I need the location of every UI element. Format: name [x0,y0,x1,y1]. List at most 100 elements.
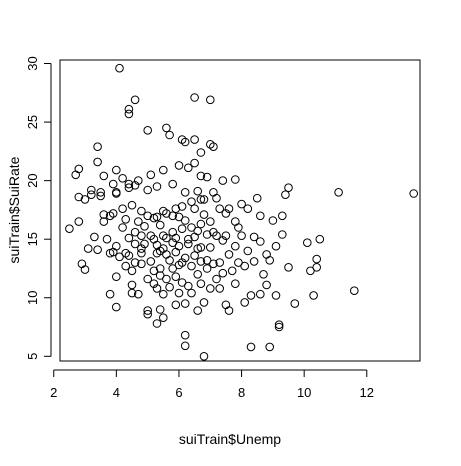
data-point [202,172,212,182]
data-point [143,306,152,315]
data-point [218,236,228,245]
data-point [80,195,90,204]
data-point [249,257,259,266]
data-point [234,223,243,232]
data-point [171,272,181,282]
data-point [174,241,184,251]
data-point [71,170,80,180]
data-point [112,272,121,282]
data-point [130,227,140,237]
data-point [162,233,171,243]
data-point [130,239,140,249]
data-point [281,190,290,199]
data-point [180,341,190,351]
data-point [143,274,152,284]
data-point [190,204,199,213]
data-point [184,281,193,291]
data-point [215,204,224,213]
data-point [149,279,159,289]
data-point [165,282,174,292]
data-point [127,280,137,290]
data-point [74,192,84,202]
data-point [256,289,265,299]
data-point [112,241,121,251]
data-point [118,204,127,213]
data-point [215,284,224,293]
x-tick-label: 12 [360,385,374,400]
data-point [180,253,190,263]
data-point [124,233,134,243]
data-point [221,231,231,240]
data-point [159,289,168,299]
data-point [174,212,184,222]
data-point [74,217,84,226]
data-point [206,243,215,252]
data-point [284,183,293,192]
data-point [115,63,124,73]
data-point [306,266,315,276]
data-point [237,231,246,240]
data-point [193,306,202,315]
data-point [171,300,181,310]
data-point [99,217,109,226]
y-axis-label: suiTrain$SuiRate [6,156,22,263]
data-point [87,185,96,195]
data-point [146,257,156,266]
data-point [196,171,206,181]
data-point [221,300,231,310]
data-point [231,279,240,289]
x-tick-label: 10 [297,385,311,400]
data-point [350,286,359,296]
data-point [202,264,212,273]
data-point [155,305,165,314]
data-point [140,222,149,231]
data-point [190,232,199,242]
data-point [278,211,287,221]
data-point [87,190,96,199]
x-tick-label: 6 [175,385,182,400]
data-point [162,123,171,133]
data-point [231,217,240,226]
data-point [112,165,121,175]
data-point [256,211,265,221]
data-point [196,148,206,157]
data-point [99,210,109,219]
data-point [196,243,206,252]
data-point [124,251,134,260]
data-point [165,256,174,265]
data-point [140,239,149,249]
data-point [155,220,165,230]
data-point [112,189,121,198]
data-point [184,239,193,249]
data-point [127,288,137,298]
data-point [174,161,184,170]
data-point [108,209,118,218]
data-points [65,63,419,361]
data-point [152,182,162,191]
data-point [234,258,243,267]
data-point [206,95,215,105]
data-point [115,252,124,262]
data-point [184,234,193,244]
data-point [180,137,190,147]
data-point [149,266,159,276]
data-point [168,238,177,247]
data-point [206,140,215,149]
data-point [187,261,196,271]
x-axis: 2 4 6 8 10 12 [50,369,374,400]
data-point [231,241,240,251]
data-point [268,216,278,225]
data-point [83,244,93,253]
data-point [271,241,281,251]
data-point [90,232,99,242]
data-point [196,219,206,229]
data-point [262,280,271,290]
data-point [303,238,312,247]
plot-frame [59,59,421,362]
data-point [193,226,202,236]
data-point [143,185,152,195]
data-point [171,247,181,257]
data-point [152,212,162,222]
data-point [108,179,118,189]
